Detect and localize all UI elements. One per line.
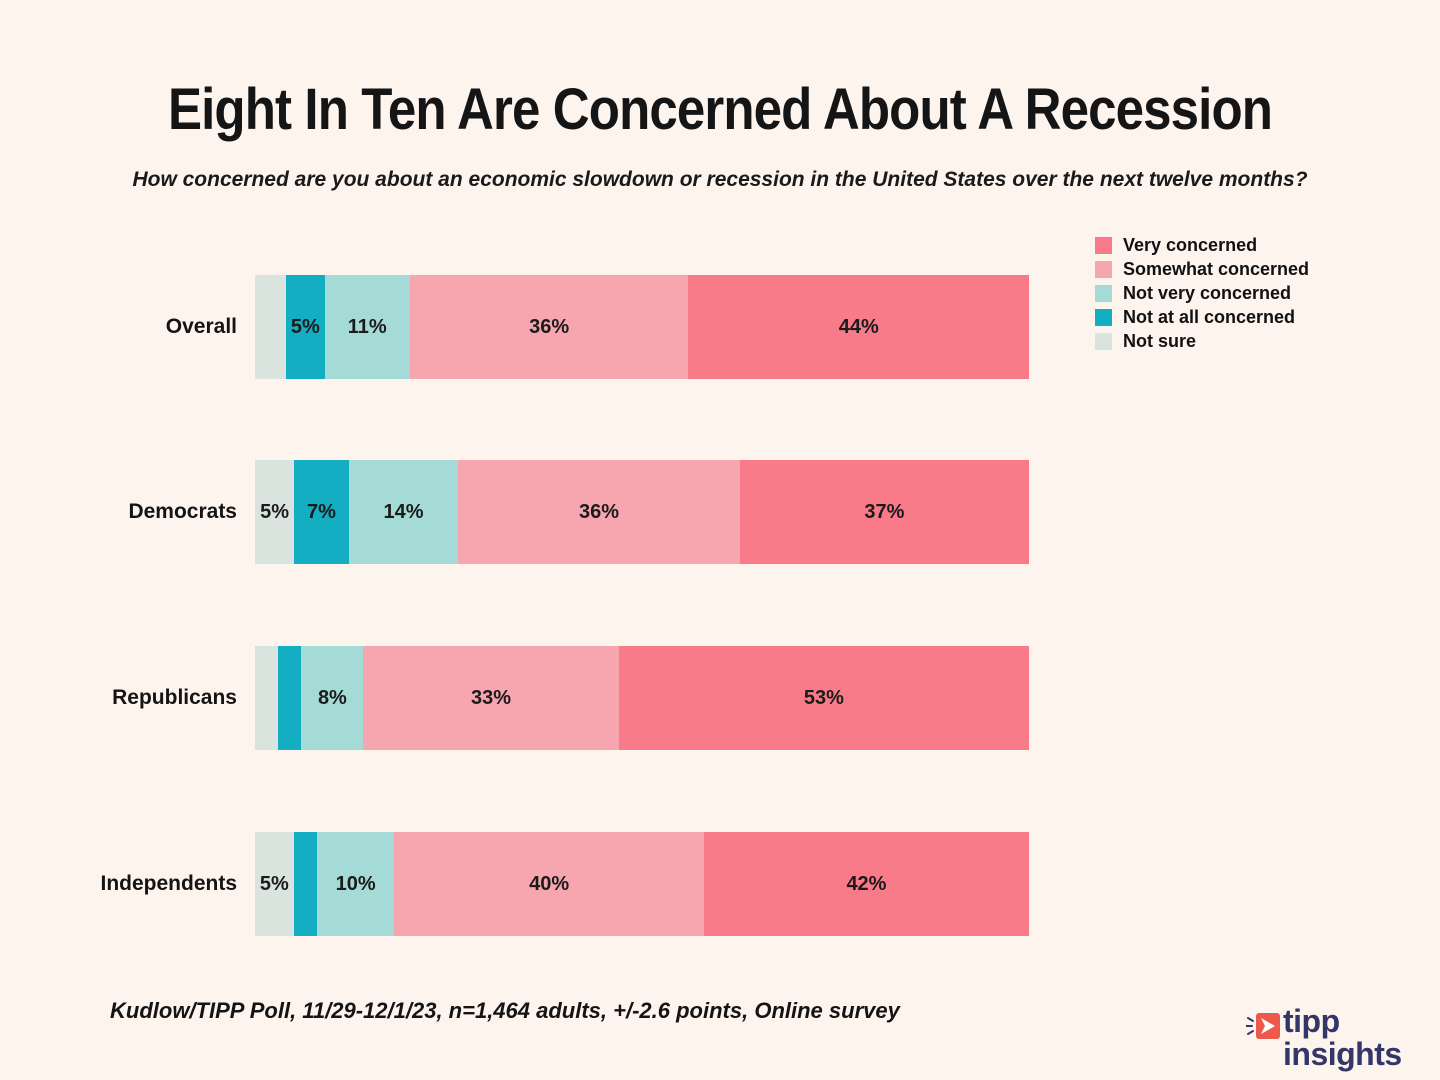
legend-item: Very concerned: [1095, 234, 1309, 255]
bar-segment: [255, 646, 279, 750]
page-title: Eight In Ten Are Concerned About A Reces…: [167, 77, 1273, 142]
bar-row-democrats: Democrats 5% 7% 14% 36% 37%: [0, 460, 1029, 564]
segment-value-label: 10%: [335, 872, 376, 895]
stacked-bar: 5% 10% 40% 42%: [255, 832, 1029, 936]
category-label: Republicans: [112, 686, 237, 709]
legend-swatch-icon: [1095, 260, 1112, 278]
legend-item: Not at all concerned: [1095, 306, 1309, 327]
chart-subtitle: How concerned are you about an economic …: [132, 168, 1308, 191]
legend-label: Not at all concerned: [1123, 306, 1296, 327]
category-label: Overall: [165, 315, 237, 338]
bar-row-independents: Independents 5% 10% 40% 42%: [0, 832, 1029, 936]
legend-item: Not very concerned: [1095, 282, 1309, 303]
segment-value-label: 7%: [307, 500, 336, 523]
logo-row-2: insights: [1283, 1038, 1402, 1073]
segment-value-label: 53%: [803, 686, 844, 709]
legend-label: Not sure: [1123, 330, 1197, 351]
legend-swatch-icon: [1095, 284, 1112, 302]
legend-swatch-icon: [1095, 308, 1112, 326]
segment-value-label: 42%: [846, 872, 887, 895]
tipp-insights-logo: tipp insights: [1246, 1003, 1402, 1073]
bar-segment: 11%: [324, 275, 410, 379]
segment-value-label: 11%: [347, 315, 387, 338]
bar-segment: 40%: [394, 832, 704, 936]
category-label: Independents: [100, 872, 237, 895]
stacked-bar: 8% 33% 53%: [255, 646, 1029, 750]
bar-segment: 33%: [363, 646, 619, 750]
bar-row-republicans: Republicans 8% 33% 53%: [0, 646, 1029, 750]
bar-segment: 5%: [255, 832, 294, 936]
bar-segment: 14%: [348, 460, 459, 564]
segment-value-label: 36%: [578, 500, 620, 523]
bar-segment: 10%: [316, 832, 395, 936]
bar-segment: 5%: [285, 275, 325, 379]
legend-label: Very concerned: [1123, 234, 1258, 255]
stacked-bar: 5% 11% 36% 44%: [255, 275, 1029, 379]
legend-swatch-icon: [1095, 332, 1112, 350]
bar-segment: 37%: [739, 460, 1029, 564]
source-note: Kudlow/TIPP Poll, 11/29-12/1/23, n=1,464…: [110, 998, 900, 1023]
bar-segment: 7%: [294, 460, 349, 564]
chart-legend: Very concerned Somewhat concerned Not very…: [1095, 234, 1310, 356]
segment-value-label: 44%: [838, 315, 879, 338]
bar-segment: 44%: [688, 275, 1029, 379]
bar-segment: [278, 646, 302, 750]
stacked-bar: 5% 7% 14% 36% 37%: [255, 460, 1029, 564]
logo-row-1: tipp: [1246, 1003, 1402, 1041]
segment-value-label: 5%: [260, 500, 289, 523]
legend-item: Somewhat concerned: [1095, 258, 1310, 279]
legend-item: Not sure: [1095, 330, 1309, 351]
segment-value-label: 5%: [290, 315, 320, 338]
segment-value-label: 40%: [529, 872, 570, 895]
segment-value-label: 8%: [317, 686, 347, 709]
bar-segment: 5%: [255, 460, 295, 564]
tipp-arrow-icon: [1246, 1013, 1280, 1039]
legend-swatch-icon: [1095, 236, 1112, 254]
bar-segment: 53%: [618, 646, 1029, 750]
legend-label: Not very concerned: [1123, 282, 1292, 303]
bar-segment: 8%: [301, 646, 364, 750]
bar-row-overall: Overall 5% 11% 36% 44%: [0, 275, 1029, 379]
bar-segment: 36%: [409, 275, 689, 379]
logo-text-tipp: tipp: [1283, 1003, 1340, 1039]
segment-value-label: 36%: [529, 315, 570, 338]
segment-value-label: 14%: [383, 500, 424, 523]
segment-value-label: 37%: [864, 500, 905, 523]
bar-segment: 42%: [703, 832, 1029, 936]
segment-value-label: 33%: [471, 686, 512, 709]
bar-segment: 36%: [458, 460, 740, 564]
logo-text-insights: insights: [1283, 1036, 1402, 1072]
segment-value-label: 5%: [259, 872, 289, 895]
legend-label: Somewhat concerned: [1123, 258, 1310, 279]
bar-segment: [255, 275, 286, 379]
bar-segment: [293, 832, 317, 936]
category-label: Democrats: [128, 500, 237, 523]
